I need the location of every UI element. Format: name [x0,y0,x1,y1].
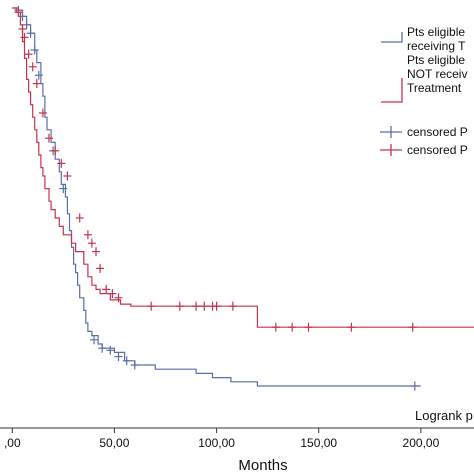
x-axis-title: Months [238,457,287,474]
legend-label-blue-line-2: receiving T [407,39,466,53]
x-tick-label-1: 50,00 [99,436,129,450]
logrank-annotation: Logrank p [415,408,473,423]
survival-line-blue [12,7,421,387]
legend-label-red-line: Pts eligible [407,53,465,67]
series-layer [12,5,474,391]
legend-label-red-censor: censored P [407,143,468,157]
x-tick-label-4: 200,00 [403,436,440,450]
legend: Pts eligible receiving T Pts eligible NO… [380,25,468,157]
legend-swatch-blue-line [381,32,403,43]
legend-label-blue-line: Pts eligible [407,25,465,39]
x-tick-label-2: 100,00 [198,436,235,450]
legend-label-blue-censor: censored P [407,125,468,139]
legend-label-red-line-2: NOT receiv [407,67,467,81]
survival-line-red [12,7,474,328]
x-ticks: ,00 50,00 100,00 150,00 200,00 [4,428,440,450]
legend-swatch-red-line [381,78,403,103]
x-tick-label-0: ,00 [4,436,21,450]
legend-label-red-line-3: Treatment [407,81,462,95]
x-tick-label-3: 150,00 [300,436,337,450]
